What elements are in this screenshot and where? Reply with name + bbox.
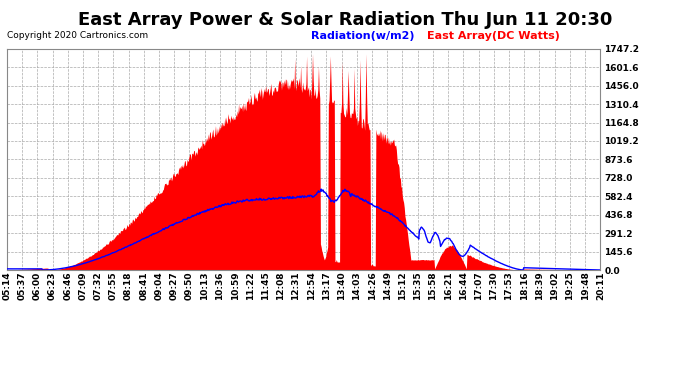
Text: Copyright 2020 Cartronics.com: Copyright 2020 Cartronics.com xyxy=(7,31,148,40)
Text: East Array(DC Watts): East Array(DC Watts) xyxy=(427,31,560,41)
Text: Radiation(w/m2): Radiation(w/m2) xyxy=(311,31,415,41)
Text: East Array Power & Solar Radiation Thu Jun 11 20:30: East Array Power & Solar Radiation Thu J… xyxy=(78,11,612,29)
